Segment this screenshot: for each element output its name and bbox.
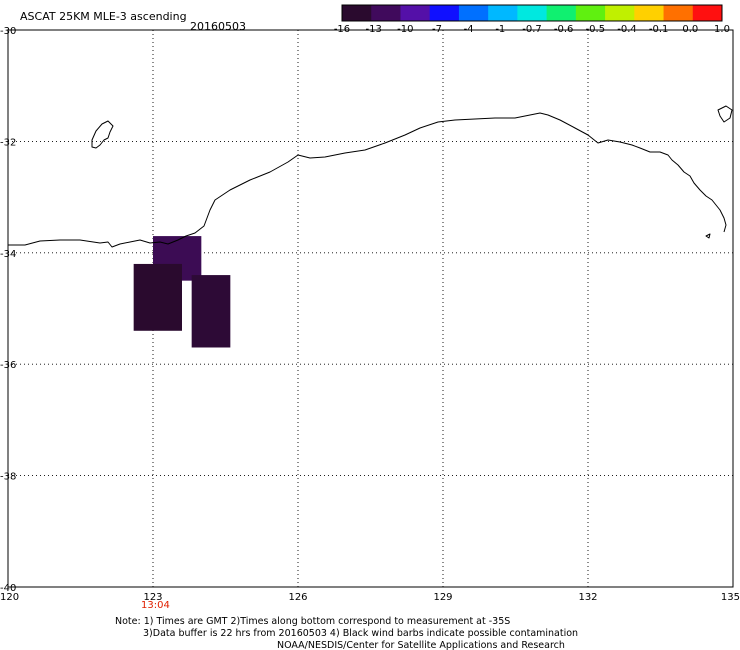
swath-cell bbox=[133, 263, 182, 331]
note-line-1: Note: 1) Times are GMT 2)Times along bot… bbox=[115, 616, 510, 627]
colorbar-border bbox=[341, 4, 723, 22]
lon-label: 135 bbox=[721, 592, 740, 603]
lat-label: -36 bbox=[0, 360, 16, 371]
colorbar-swatch bbox=[371, 5, 401, 21]
lon-label: 132 bbox=[578, 592, 597, 603]
colorbar-swatch bbox=[663, 5, 694, 21]
colorbar-swatch bbox=[546, 5, 577, 21]
time-label: 13:04 bbox=[141, 600, 170, 611]
note-line-3: NOAA/NESDIS/Center for Satellite Applica… bbox=[277, 640, 565, 650]
lon-label: 123 bbox=[143, 592, 162, 603]
map-title: ASCAT 25KM MLE-3 ascending bbox=[20, 10, 187, 23]
colorbar-swatch bbox=[400, 5, 431, 21]
colorbar-swatch bbox=[692, 5, 723, 21]
lat-label: -38 bbox=[0, 472, 16, 483]
colorbar-swatch bbox=[605, 5, 635, 21]
swath-cells bbox=[133, 236, 231, 348]
colorbar-swatch bbox=[429, 5, 460, 21]
lat-lon-grid bbox=[8, 30, 733, 587]
lat-label: -32 bbox=[0, 137, 16, 148]
longitude-axis: 120 123 126 129 132 135 bbox=[0, 592, 740, 603]
colorbar-swatch bbox=[342, 5, 372, 21]
lat-label: -34 bbox=[0, 249, 16, 260]
lon-label: 129 bbox=[433, 592, 452, 603]
latitude-axis: -30 -32 -34 -36 -38 -40 bbox=[0, 26, 16, 594]
lat-label: -40 bbox=[0, 583, 16, 594]
lat-label: -30 bbox=[0, 26, 16, 37]
swath-cell bbox=[191, 275, 231, 348]
lon-label: 120 bbox=[0, 592, 19, 603]
note-line-2: 3)Data buffer is 22 hrs from 20160503 4)… bbox=[143, 628, 578, 639]
lon-label: 126 bbox=[288, 592, 307, 603]
colorbar-swatch bbox=[634, 5, 665, 21]
colorbar-swatch bbox=[488, 5, 518, 21]
map-frame bbox=[7, 29, 734, 588]
colorbar-swatch bbox=[517, 5, 548, 21]
colorbar-swatch bbox=[458, 5, 489, 21]
coastline bbox=[8, 105, 733, 248]
colorbar-swatch bbox=[575, 5, 606, 21]
map-date: 20160503 bbox=[190, 20, 246, 33]
